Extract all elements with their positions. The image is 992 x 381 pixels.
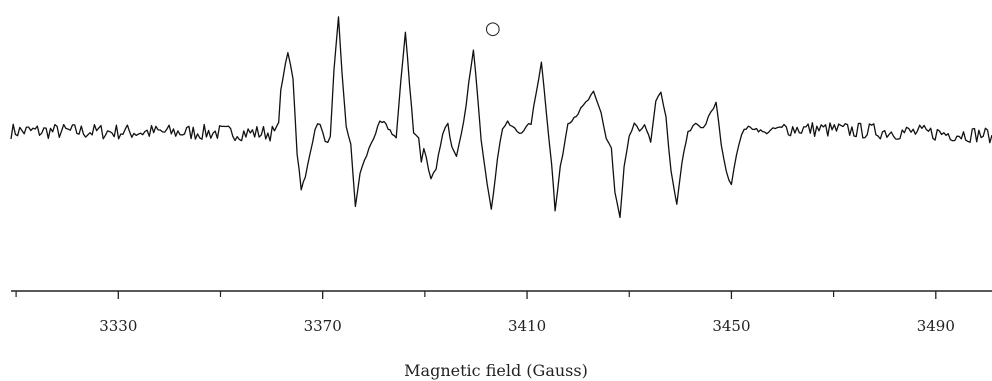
x-tick-label: 3410 — [508, 317, 546, 335]
x-tick-label: 3370 — [304, 317, 342, 335]
annotation-marker: ○ — [485, 18, 501, 39]
annotations: ○ — [485, 18, 501, 39]
x-axis-title: Magnetic field (Gauss) — [404, 361, 588, 380]
x-axis-tick-labels: 3330 3370 3410 3450 3490 — [99, 317, 955, 335]
x-tick-label: 3490 — [917, 317, 955, 335]
spectrum-trace — [10, 16, 992, 219]
x-tick-label: 3330 — [99, 317, 137, 335]
x-axis-ticks — [15, 291, 937, 299]
x-tick-label: 3450 — [712, 317, 750, 335]
plot-area — [10, 16, 992, 219]
x-axis: 3330 3370 3410 3450 3490 — [11, 290, 992, 335]
